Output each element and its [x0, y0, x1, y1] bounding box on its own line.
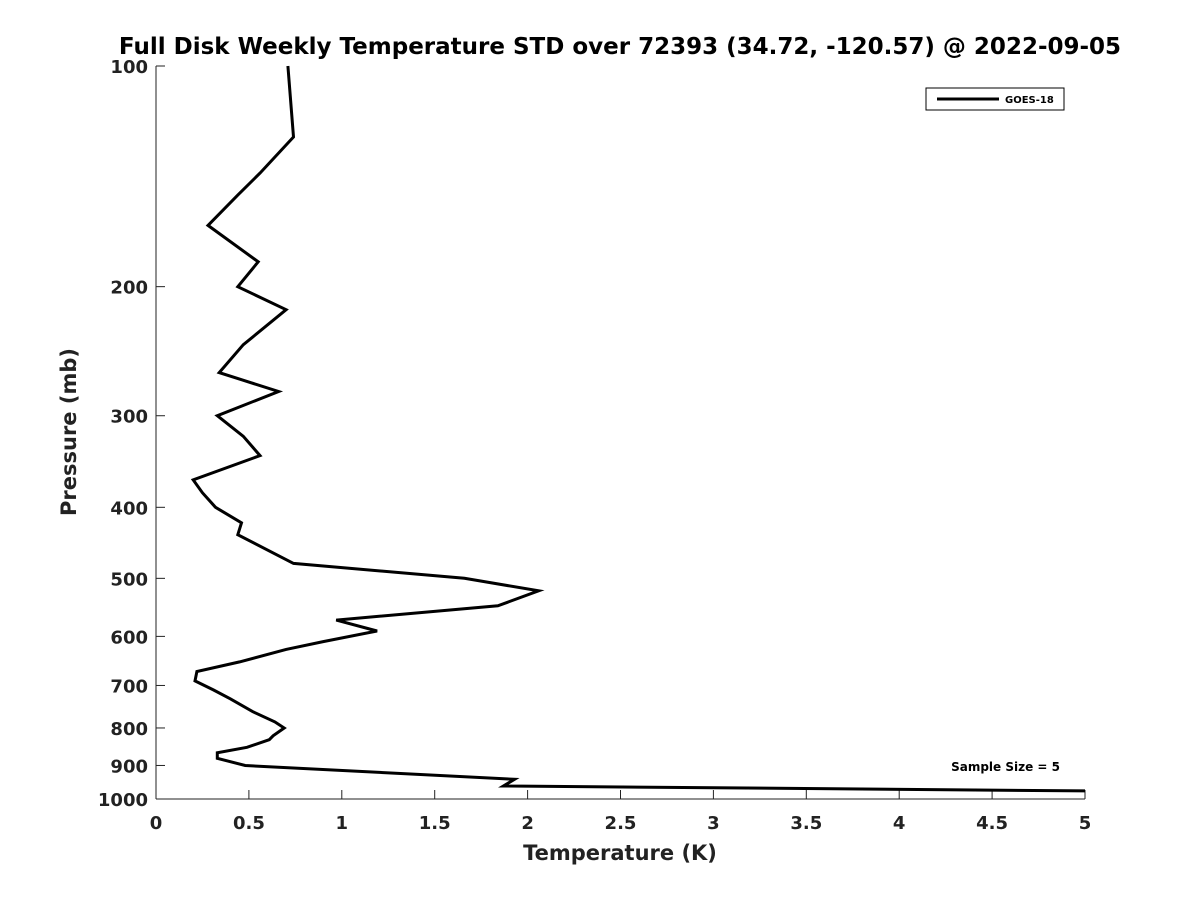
y-tick-label: 100 [110, 57, 148, 78]
x-tick-label: 4 [893, 813, 906, 834]
sample-size-annotation: Sample Size = 5 [951, 760, 1060, 774]
x-tick-label: 1.5 [419, 813, 451, 834]
axes: 0 0.5 1 1.5 2 2.5 3 3.5 4 4.5 5 100 200 300 400 500 600 7… [98, 57, 1091, 834]
y-tick-label: 200 [110, 278, 148, 299]
x-tick-label: 2.5 [605, 813, 637, 834]
y-axis-label: Pressure (mb) [57, 348, 81, 516]
x-axis-label: Temperature (K) [523, 841, 717, 865]
x-tick-label: 5 [1079, 813, 1092, 834]
x-tick-label: 0 [150, 813, 163, 834]
chart-title: Full Disk Weekly Temperature STD over 72… [119, 34, 1121, 60]
x-tick-label: 3 [707, 813, 720, 834]
y-tick-label: 600 [110, 627, 148, 648]
y-tick-label: 500 [110, 569, 148, 590]
x-tick-label: 4.5 [976, 813, 1008, 834]
y-tick-label: 800 [110, 719, 148, 740]
y-tick-label: 1000 [98, 790, 148, 811]
y-tick-label: 900 [110, 756, 148, 777]
legend: GOES-18 [925, 87, 1065, 111]
x-tick-label: 2 [521, 813, 534, 834]
x-tick-label: 1 [336, 813, 349, 834]
series-line-goes-18 [190, 65, 1086, 793]
y-tick-label: 700 [110, 676, 148, 697]
x-tick-label: 3.5 [790, 813, 822, 834]
y-tick-label: 400 [110, 498, 148, 519]
y-tick-label: 300 [110, 407, 148, 428]
x-tick-label: 0.5 [233, 813, 265, 834]
series-layer [190, 65, 1086, 793]
legend-label-goes-18: GOES-18 [1005, 95, 1054, 106]
